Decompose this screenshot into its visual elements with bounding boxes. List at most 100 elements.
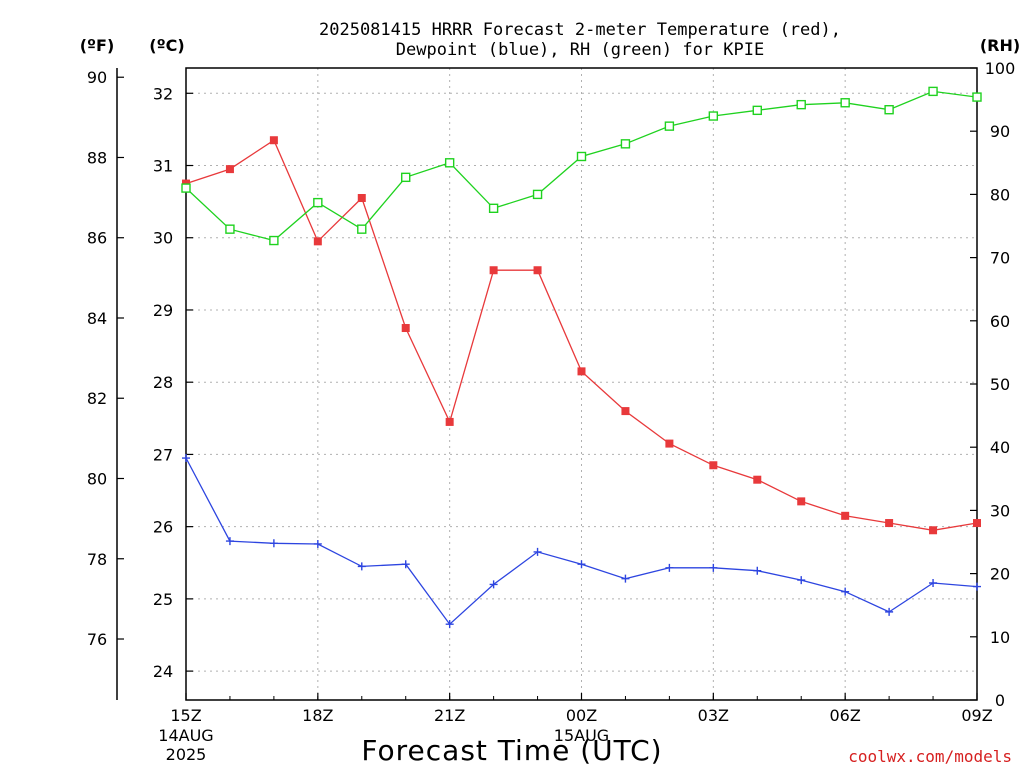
rh-tick-label: 10: [990, 628, 1010, 647]
temperature-point: [753, 475, 762, 484]
rh-tick-label: 20: [990, 565, 1010, 584]
dewpoint-point: [313, 539, 322, 548]
rh-point: [401, 172, 411, 183]
dewpoint-point: [841, 587, 850, 596]
dewpoint-point: [401, 560, 410, 569]
rh-point: [620, 139, 631, 149]
fahrenheit-tick-label: 76: [87, 630, 107, 649]
temperature-point: [929, 526, 938, 535]
plot-frame: [185, 67, 978, 701]
rh-point: [972, 92, 982, 102]
date-label: 15AUG: [554, 726, 609, 745]
dewpoint-point: [665, 563, 674, 572]
temperature-point: [489, 266, 498, 275]
temperature-point: [533, 266, 542, 275]
temperature-point: [445, 417, 454, 426]
dewpoint-point: [225, 537, 234, 546]
dewpoint-point: [489, 580, 498, 589]
dewpoint-point: [929, 578, 938, 587]
time-tick-label: 06Z: [830, 706, 861, 725]
rh-point: [225, 224, 235, 234]
temperature-point: [665, 439, 674, 448]
temperature-point: [885, 519, 894, 528]
celsius-tick-label: 32: [153, 84, 173, 103]
rh-point: [357, 224, 367, 234]
fahrenheit-unit-label: (ºF): [80, 36, 115, 55]
celsius-tick-label: 29: [153, 301, 173, 320]
dewpoint-point: [709, 563, 718, 572]
rh-point: [708, 111, 719, 121]
series-layer: [181, 86, 982, 629]
dewpoint-point: [885, 607, 894, 616]
temperature-point: [797, 497, 806, 506]
dewpoint-point: [182, 454, 190, 463]
fahrenheit-tick-label: 84: [87, 309, 107, 328]
temperature-point: [313, 237, 322, 246]
year-label: 2025: [166, 745, 207, 764]
celsius-tick-label: 24: [153, 662, 173, 681]
rh-point: [752, 105, 762, 116]
credit-label: coolwx.com/models: [848, 747, 1012, 766]
time-tick-label: 21Z: [434, 706, 465, 725]
dewpoint-point: [533, 547, 542, 556]
rh-tick-label: 90: [990, 122, 1010, 141]
dewpoint-point: [797, 576, 806, 585]
dewpoint-point: [269, 539, 278, 548]
rh-point: [928, 86, 938, 97]
fahrenheit-tick-label: 78: [87, 550, 107, 569]
time-tick-label: 03Z: [698, 706, 729, 725]
rh-tick-label: 100: [985, 59, 1016, 78]
temperature-point: [225, 165, 234, 174]
rh-tick-label: 40: [990, 438, 1010, 457]
fahrenheit-tick-label: 82: [87, 389, 107, 408]
fahrenheit-tick-label: 90: [87, 68, 107, 87]
time-tick-label: 00Z: [566, 706, 597, 725]
dewpoint-point: [577, 560, 586, 569]
fahrenheit-tick-label: 80: [87, 469, 107, 488]
rh-tick-label: 0: [995, 691, 1005, 710]
rh-tick-label: 50: [990, 375, 1010, 394]
celsius-unit-label: (ºC): [149, 36, 184, 55]
temperature-point: [973, 519, 981, 528]
temperature-point: [709, 461, 718, 470]
temperature-point: [401, 324, 410, 333]
rh-point: [313, 197, 323, 208]
rh-point: [664, 121, 675, 131]
celsius-tick-label: 25: [153, 590, 173, 609]
chart-title-line-1: 2025081415 HRRR Forecast 2-meter Tempera…: [319, 20, 841, 40]
dewpoint-point: [973, 582, 981, 591]
rh-tick-label: 30: [990, 501, 1010, 520]
dewpoint-point: [445, 620, 454, 629]
rh-point: [532, 189, 543, 200]
temperature-point: [621, 407, 630, 416]
dewpoint-point: [621, 574, 630, 583]
rh-point: [884, 105, 894, 115]
date-label: 14AUG: [158, 726, 213, 745]
celsius-tick-label: 27: [153, 445, 173, 464]
rh-tick-label: 60: [990, 312, 1010, 331]
rh-point: [269, 235, 279, 246]
temperature-point: [269, 136, 278, 145]
rh-tick-label: 80: [990, 185, 1010, 204]
dewpoint-point: [753, 566, 762, 575]
dewpoint-point: [357, 562, 366, 571]
temperature-point: [577, 367, 586, 376]
rh-tick-label: 70: [990, 249, 1010, 268]
rh-point: [840, 98, 850, 108]
celsius-tick-label: 26: [153, 518, 173, 537]
celsius-tick-label: 30: [153, 229, 173, 248]
chart-title-line-2: Dewpoint (blue), RH (green) for KPIE: [396, 40, 764, 60]
rh-point: [181, 183, 191, 193]
time-tick-label: 09Z: [961, 706, 992, 725]
celsius-tick-label: 31: [153, 157, 173, 176]
rh-point: [796, 99, 806, 110]
rh-point: [488, 203, 499, 214]
temperature-point: [357, 194, 366, 203]
rh-point: [444, 158, 455, 168]
axes-layer: 24 25 26 27 28 29 30 31 32 15Z 18Z 21Z 00Z 03Z 06Z 09Z 1…: [87, 59, 1015, 764]
time-tick-label: 15Z: [170, 706, 201, 725]
x-axis-title: Forecast Time (UTC): [361, 734, 662, 767]
temperature-point: [841, 511, 850, 520]
fahrenheit-tick-label: 86: [87, 229, 107, 248]
